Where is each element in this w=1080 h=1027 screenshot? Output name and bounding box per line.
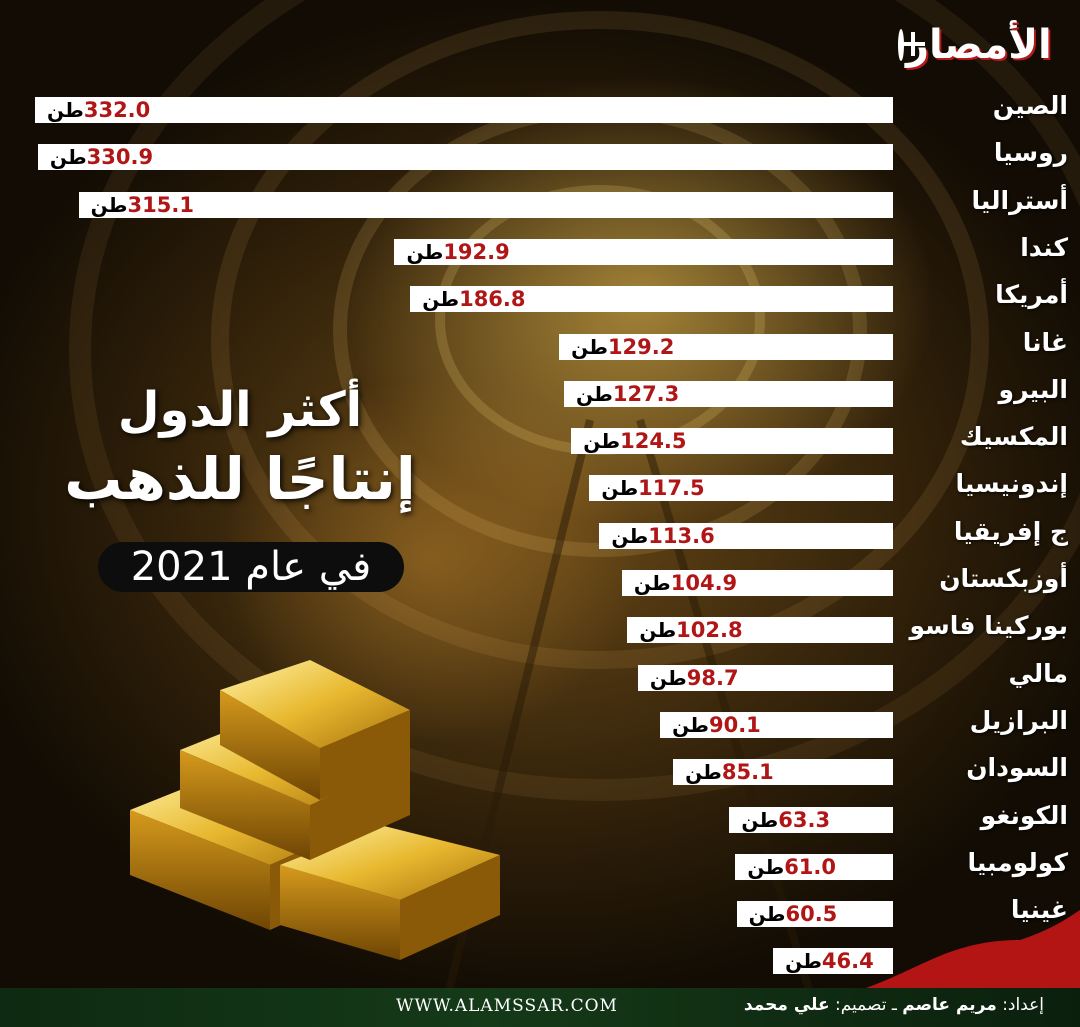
value-label: 117.5 [638, 476, 705, 500]
bar: طن 104.9 [621, 570, 893, 596]
category-label: أمريكا [995, 280, 1068, 309]
value-label: 186.8 [459, 287, 526, 311]
unit-label: طن [601, 476, 639, 500]
value-label: 102.8 [676, 618, 743, 642]
unit-label: طن [685, 760, 722, 784]
title-block: أكثر الدول إنتاجًا للذهب [60, 380, 420, 518]
unit-label: طن [747, 855, 785, 879]
value-label: 46.4 [821, 949, 874, 973]
globe-icon [898, 29, 925, 61]
unit-label: طن [741, 808, 779, 832]
category-label: روسيا [993, 138, 1068, 167]
brand-logo: الأمصار [896, 18, 1052, 72]
bar: طن 186.8 [410, 286, 893, 312]
bar: طن 315.1 [78, 192, 893, 218]
category-label: الصين [992, 91, 1068, 120]
bar: طن 98.7 [637, 665, 893, 691]
category-label: البيرو [998, 375, 1068, 404]
bar: طن 127.3 [564, 381, 893, 407]
unit-label: طن [672, 713, 709, 737]
bar: طن 330.9 [37, 144, 893, 170]
unit-label: طن [422, 287, 460, 311]
value-label: 104.9 [670, 571, 738, 595]
bar: طن 192.9 [394, 239, 893, 265]
logo-text: الأمصار [906, 22, 1052, 68]
value-label: 85.1 [721, 760, 774, 784]
value-label: 332.0 [83, 98, 151, 122]
category-label: أوزبكستان [939, 564, 1068, 593]
title-line-1: أكثر الدول [117, 382, 363, 438]
category-label: غانا [1022, 328, 1068, 357]
category-label: ج إفريقيا [953, 517, 1068, 546]
category-label: البرازيل [969, 706, 1068, 735]
unit-label: طن [785, 949, 822, 973]
unit-label: طن [49, 145, 87, 169]
bar: طن 332.0 [35, 97, 893, 123]
bar: طن 63.3 [729, 807, 893, 833]
bar: طن 85.1 [673, 759, 893, 785]
bar: طن 60.5 [736, 901, 893, 927]
bar: طن 61.0 [735, 854, 893, 880]
category-label: بوركينا فاسو [909, 611, 1068, 640]
value-label: 63.3 [778, 808, 831, 832]
category-label: غينيا [1010, 895, 1068, 924]
value-label: 61.0 [784, 855, 837, 879]
prep-name: مريم عاصم [902, 995, 997, 1015]
bar: طن 124.5 [571, 428, 893, 454]
unit-label: طن [611, 524, 649, 548]
category-label: المكسيك [959, 422, 1068, 451]
bar: طن 46.4 [773, 948, 893, 974]
category-label: السودان [966, 753, 1068, 782]
unit-label: طن [90, 193, 128, 217]
title-line-2: إنتاجًا للذهب [64, 445, 416, 513]
design-label: تصميم: [835, 995, 887, 1015]
value-label: 127.3 [612, 382, 680, 406]
value-label: 60.5 [785, 902, 838, 926]
value-label: 330.9 [86, 145, 154, 169]
unit-label: طن [649, 666, 687, 690]
unit-label: طن [406, 240, 444, 264]
separator: ـ [891, 995, 897, 1015]
value-label: 113.6 [648, 524, 715, 548]
category-label: كندا [1020, 233, 1068, 262]
website-url[interactable]: WWW.ALAMSSAR.COM [396, 996, 618, 1016]
bar: طن 113.6 [599, 523, 893, 549]
category-label: مالي [1008, 659, 1068, 688]
category-label: أستراليا [971, 186, 1068, 215]
bar: طن 90.1 [660, 712, 893, 738]
unit-label: طن [576, 382, 613, 406]
prep-label: إعداد: [1002, 995, 1044, 1015]
bar: طن 102.8 [627, 617, 893, 643]
unit-label: طن [633, 571, 671, 595]
value-label: 98.7 [686, 666, 739, 690]
unit-label: طن [571, 335, 608, 359]
decorative-red-shape [860, 910, 1080, 990]
unit-label: طن [47, 98, 84, 122]
design-name: علي محمد [743, 995, 830, 1015]
value-label: 129.2 [607, 335, 675, 359]
category-label: كولومبيا [967, 848, 1068, 877]
value-label: 124.5 [620, 429, 687, 453]
bar: طن 129.2 [559, 334, 893, 360]
value-label: 192.9 [443, 240, 510, 264]
year-badge: في عام 2021 [98, 542, 404, 592]
unit-label: طن [639, 618, 677, 642]
unit-label: طن [583, 429, 621, 453]
unit-label: طن [748, 902, 786, 926]
credits: إعداد: مريم عاصم ـ تصميم: علي محمد [744, 995, 1044, 1015]
footer-bar [0, 988, 1080, 1027]
bar: طن 117.5 [589, 475, 893, 501]
category-label: الكونغو [980, 801, 1068, 830]
value-label: 90.1 [708, 713, 761, 737]
gold-bars-image [130, 660, 500, 960]
value-label: 315.1 [127, 193, 194, 217]
category-label: إندونيسيا [955, 469, 1068, 498]
